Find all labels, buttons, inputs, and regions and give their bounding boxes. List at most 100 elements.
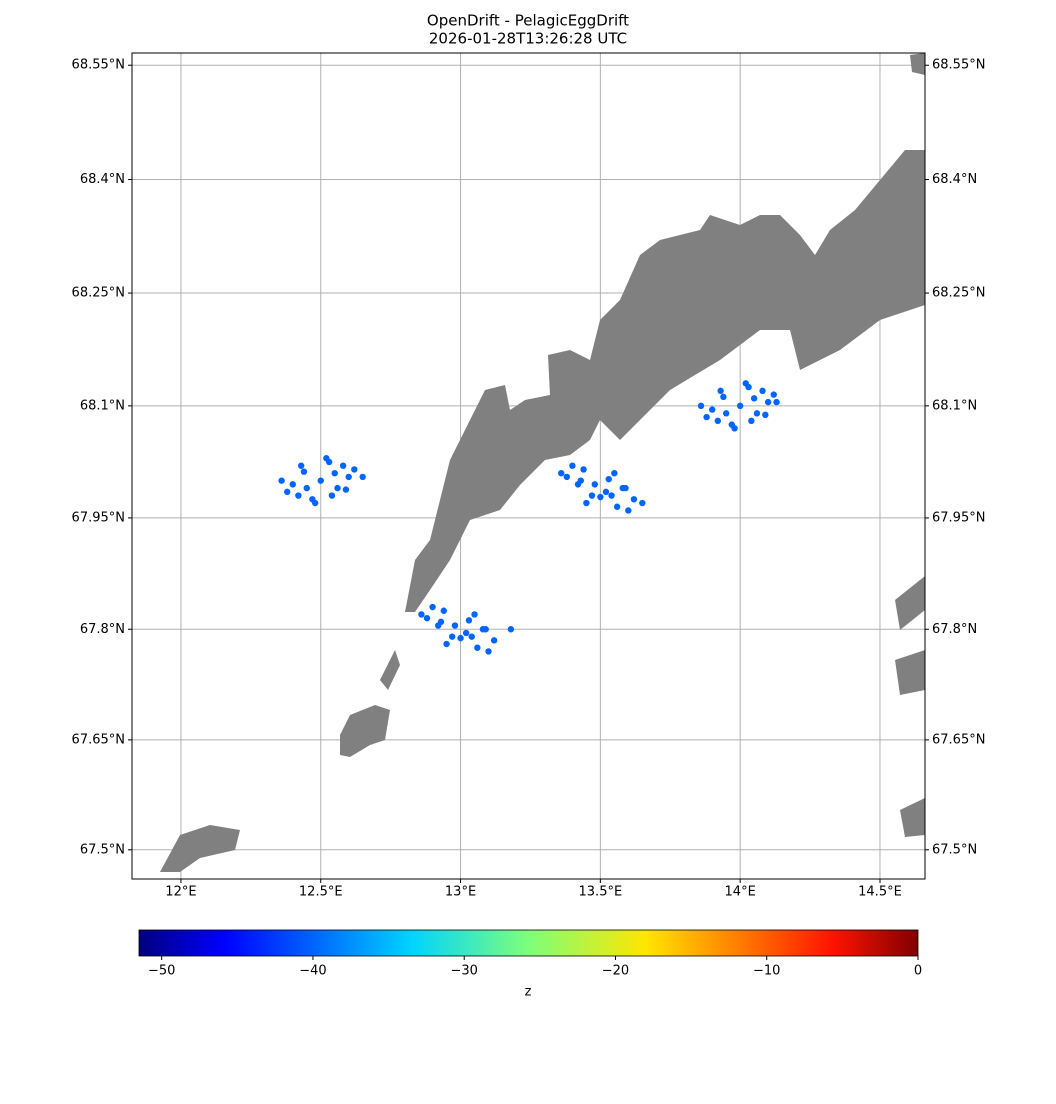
particle: [485, 648, 492, 655]
particle: [722, 410, 730, 417]
particle: [703, 413, 710, 421]
particle: [295, 492, 302, 499]
particle: [448, 633, 456, 640]
particle: [465, 617, 473, 624]
particle: [297, 462, 305, 469]
particle: [328, 492, 336, 499]
y-tick-label: 68.1°N: [932, 398, 977, 413]
x-tick-label: 13.5°E: [579, 885, 623, 900]
particle: [759, 387, 766, 395]
particle: [717, 387, 724, 395]
particle: [558, 469, 565, 477]
particle: [462, 629, 470, 637]
particle: [468, 633, 475, 640]
particle: [736, 402, 744, 410]
map: [132, 53, 925, 879]
colorbar-tick-label: −30: [450, 964, 477, 979]
plot-frame: [131, 52, 926, 880]
particle: [278, 477, 285, 484]
particle: [423, 614, 431, 622]
particle: [457, 634, 464, 642]
particle: [429, 603, 436, 611]
particle: [583, 499, 590, 507]
x-tick-label: 12.5°E: [299, 885, 343, 900]
x-tick-label: 14.5°E: [858, 885, 902, 900]
particle: [490, 637, 498, 644]
particle: [597, 493, 604, 501]
particle: [311, 499, 319, 507]
particle: [742, 380, 749, 387]
x-tick-label: 14°E: [725, 885, 756, 900]
particle: [750, 395, 758, 402]
y-tick-label: 68.25°N: [932, 286, 985, 301]
particle: [331, 469, 338, 477]
particle: [770, 391, 777, 398]
particle: [602, 488, 610, 496]
y-tick-label: 68.55°N: [72, 58, 125, 73]
chart-title: OpenDrift - PelagicEggDrift: [427, 12, 629, 30]
particle: [588, 492, 596, 499]
particle: [303, 484, 310, 492]
y-tick-label: 68.4°N: [932, 172, 977, 187]
colorbar-tick-label: −50: [148, 964, 175, 979]
colorbar-tick-label: −10: [753, 964, 780, 979]
y-tick-label: 67.5°N: [932, 842, 977, 857]
particle: [764, 398, 772, 406]
particle: [345, 473, 352, 481]
y-tick-label: 67.8°N: [80, 622, 125, 637]
chart-subtitle: 2026-01-28T13:26:28 UTC: [429, 30, 627, 48]
particle: [482, 626, 489, 633]
y-tick-label: 67.8°N: [932, 622, 977, 637]
particle: [351, 466, 358, 473]
particle: [613, 503, 621, 510]
y-tick-label: 67.5°N: [80, 842, 125, 857]
colorbar: [138, 929, 919, 957]
particle: [451, 622, 459, 629]
y-tick-label: 68.4°N: [80, 172, 125, 187]
particle: [639, 499, 646, 507]
particle: [359, 473, 366, 481]
y-tick-label: 67.95°N: [72, 510, 125, 525]
particle: [625, 507, 632, 514]
particle: [507, 626, 515, 633]
particle: [334, 484, 341, 492]
y-tick-label: 68.1°N: [80, 398, 125, 413]
particle: [753, 410, 761, 417]
particle: [471, 611, 478, 618]
particle: [283, 488, 291, 496]
particle: [580, 466, 587, 473]
y-tick-label: 68.25°N: [72, 286, 125, 301]
particle: [608, 492, 615, 499]
particle: [591, 481, 598, 488]
particle: [731, 425, 738, 432]
particle: [714, 417, 722, 425]
particle: [622, 484, 629, 492]
particle: [630, 496, 638, 503]
particle: [605, 475, 612, 483]
particle: [323, 455, 330, 462]
colorbar-tick-label: 0: [914, 964, 922, 979]
particle: [709, 406, 716, 413]
particle: [443, 640, 450, 648]
particle: [762, 411, 769, 419]
y-tick-label: 67.65°N: [932, 732, 985, 747]
particle: [339, 462, 347, 469]
y-tick-label: 67.95°N: [932, 510, 985, 525]
colorbar-label: z: [525, 985, 532, 1000]
particle: [440, 607, 447, 614]
particle: [342, 486, 350, 493]
land: [160, 53, 925, 872]
colorbar-tick-label: −20: [602, 964, 629, 979]
particle: [317, 477, 324, 484]
colorbar-tick-label: −40: [299, 964, 326, 979]
particle: [748, 417, 755, 425]
particle: [611, 469, 618, 477]
x-tick-label: 12°E: [165, 885, 196, 900]
particle: [418, 611, 425, 618]
particle: [437, 618, 445, 626]
y-tick-label: 68.55°N: [932, 58, 985, 73]
particle: [474, 644, 481, 651]
particle: [773, 398, 780, 406]
particle: [577, 477, 584, 484]
